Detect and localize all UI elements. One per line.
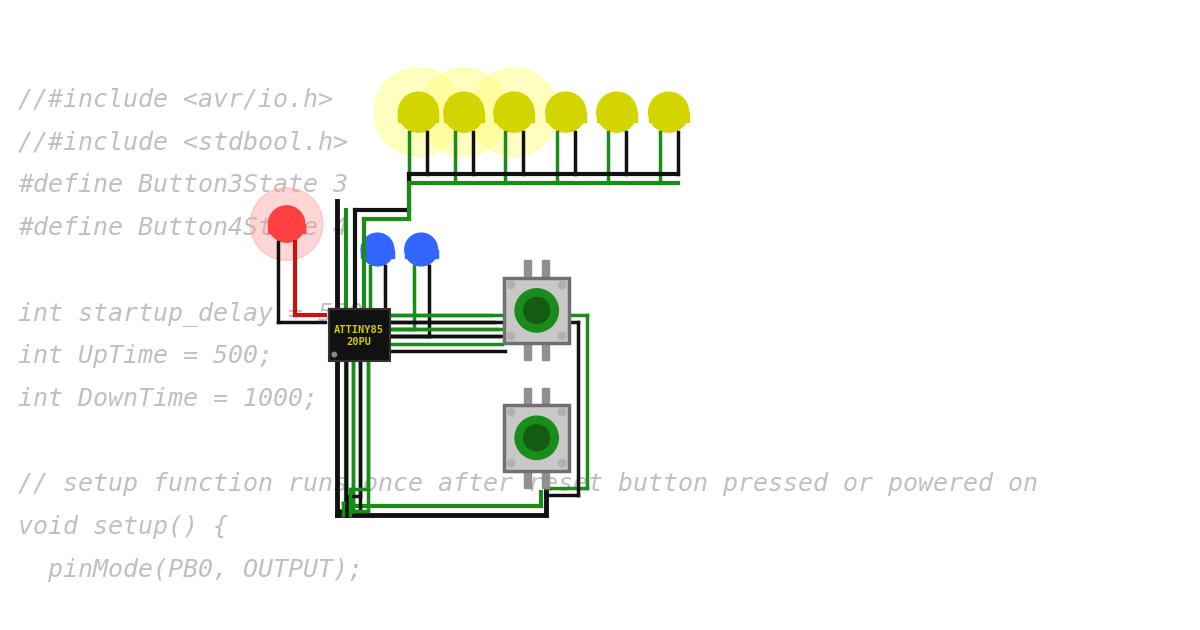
Circle shape [558, 460, 566, 467]
Bar [524, 388, 532, 406]
Circle shape [515, 416, 558, 459]
Bar [542, 388, 550, 406]
Bar [524, 469, 532, 488]
Circle shape [523, 425, 550, 451]
Text: // setup function runs once after reset button pressed or powered on: // setup function runs once after reset … [18, 472, 1038, 496]
Circle shape [515, 289, 558, 332]
Text: int startup_delay = 500;: int startup_delay = 500; [18, 301, 378, 326]
Circle shape [404, 233, 438, 266]
Text: void setup() {: void setup() { [18, 515, 228, 539]
FancyBboxPatch shape [329, 309, 390, 361]
Circle shape [508, 282, 515, 289]
Circle shape [596, 92, 637, 132]
Bar [546, 112, 586, 122]
Text: int DownTime = 1000;: int DownTime = 1000; [18, 387, 318, 411]
Bar [494, 112, 534, 122]
Circle shape [494, 92, 534, 132]
Bar [524, 260, 532, 278]
Text: #define Button3State 3: #define Button3State 3 [18, 173, 348, 197]
Bar [542, 342, 550, 360]
Bar [542, 469, 550, 488]
Circle shape [420, 68, 508, 156]
Bar [444, 112, 484, 122]
Circle shape [444, 92, 484, 132]
Circle shape [546, 92, 586, 132]
FancyBboxPatch shape [504, 405, 570, 471]
Circle shape [523, 297, 550, 323]
Circle shape [470, 68, 558, 156]
Text: 20PU: 20PU [347, 337, 372, 347]
Bar [648, 112, 689, 122]
FancyBboxPatch shape [504, 278, 570, 343]
Bar [524, 342, 532, 360]
Text: pinMode(PB0, OUTPUT);: pinMode(PB0, OUTPUT); [18, 558, 364, 582]
Bar [404, 249, 438, 258]
Circle shape [558, 282, 566, 289]
Circle shape [269, 206, 305, 242]
Circle shape [250, 188, 323, 260]
Bar [596, 112, 637, 122]
Circle shape [508, 332, 515, 340]
Bar [269, 224, 305, 233]
Circle shape [648, 92, 689, 132]
Circle shape [374, 68, 462, 156]
Bar [542, 260, 550, 278]
Text: //#include <stdbool.h>: //#include <stdbool.h> [18, 130, 348, 154]
Bar [398, 112, 438, 122]
Circle shape [558, 332, 566, 340]
Bar [361, 249, 394, 258]
Circle shape [332, 352, 336, 357]
Circle shape [398, 92, 438, 132]
Text: ATTINY85: ATTINY85 [335, 324, 384, 335]
Text: int UpTime = 500;: int UpTime = 500; [18, 344, 274, 368]
Text: //#include <avr/io.h>: //#include <avr/io.h> [18, 88, 334, 112]
Text: #define Button4State 4: #define Button4State 4 [18, 216, 348, 240]
Circle shape [508, 409, 515, 416]
Circle shape [558, 409, 566, 416]
Circle shape [508, 460, 515, 467]
Circle shape [361, 233, 394, 266]
